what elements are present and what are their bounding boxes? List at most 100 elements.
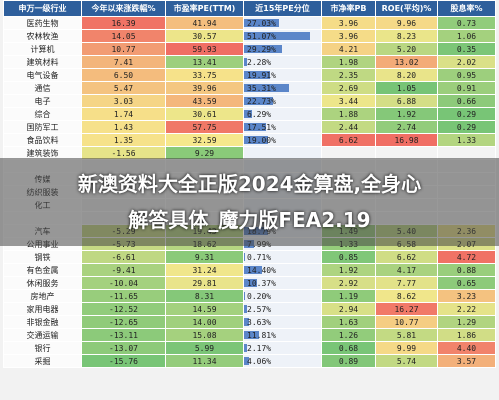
value-cell: 0.68 bbox=[321, 341, 376, 355]
value-cell: 59.93 bbox=[165, 42, 244, 56]
value-cell: 4.40 bbox=[437, 341, 496, 355]
pe-percentile-label: 22.73% bbox=[247, 96, 276, 106]
value-cell: 1.63 bbox=[321, 315, 376, 329]
value-cell: 4.21 bbox=[321, 42, 376, 56]
value-cell: 9.99 bbox=[375, 341, 438, 355]
pe-percentile-bar bbox=[244, 136, 269, 144]
pe-percentile-label: 0.20% bbox=[247, 291, 272, 301]
value-cell: 1.88 bbox=[321, 107, 376, 121]
value-cell: 2.69 bbox=[321, 81, 376, 95]
industry-name: 交通运输 bbox=[3, 328, 82, 342]
pe-percentile-cell: 29.29% bbox=[243, 42, 322, 56]
pe-percentile-cell: 19.00% bbox=[243, 133, 322, 147]
value-cell: -12.65 bbox=[81, 315, 166, 329]
pe-percentile-bar bbox=[244, 84, 290, 92]
pe-percentile-bar bbox=[244, 305, 248, 313]
value-cell: 1.92 bbox=[375, 107, 438, 121]
industry-name: 电子 bbox=[3, 94, 82, 108]
value-cell: 5.47 bbox=[81, 81, 166, 95]
value-cell: 1.26 bbox=[321, 328, 376, 342]
industry-name: 综合 bbox=[3, 107, 82, 121]
table-row: 银行 -13.07 5.99 2.17% 0.68 9.99 4.40 bbox=[3, 341, 496, 355]
industry-name: 钢铁 bbox=[3, 250, 82, 264]
table-row: 采掘 -15.76 11.34 4.06% 0.89 5.74 3.57 bbox=[3, 354, 496, 368]
pe-percentile-label: 2.17% bbox=[247, 343, 272, 353]
value-cell bbox=[375, 146, 438, 160]
pe-percentile-label: 19.00% bbox=[247, 135, 276, 145]
column-header: 股息率% bbox=[437, 0, 496, 17]
pe-percentile-bar bbox=[244, 279, 258, 287]
value-cell: 2.74 bbox=[375, 120, 438, 134]
industry-name: 食品饮料 bbox=[3, 133, 82, 147]
pe-percentile-bar bbox=[244, 45, 282, 53]
value-cell: 0.29 bbox=[437, 120, 496, 134]
table-row: 计算机 10.77 59.93 29.29% 4.21 5.20 0.35 bbox=[3, 42, 496, 56]
pe-percentile-cell: 0.71% bbox=[243, 250, 322, 264]
value-cell: 1.35 bbox=[81, 133, 166, 147]
value-cell: -11.65 bbox=[81, 289, 166, 303]
value-cell: -9.41 bbox=[81, 263, 166, 277]
pe-percentile-label: 14.40% bbox=[247, 265, 276, 275]
value-cell: 16.98 bbox=[375, 133, 438, 147]
value-cell: 30.57 bbox=[165, 29, 244, 43]
pe-percentile-label bbox=[245, 149, 248, 158]
table-row: 医药生物 16.39 41.94 27.03% 3.96 9.96 0.73 bbox=[3, 16, 496, 30]
pe-percentile-bar bbox=[244, 110, 253, 118]
pe-percentile-cell: 22.73% bbox=[243, 94, 322, 108]
value-cell: 7.41 bbox=[81, 55, 166, 69]
value-cell: 3.96 bbox=[321, 16, 376, 30]
industry-name: 计算机 bbox=[3, 42, 82, 56]
pe-percentile-bar bbox=[244, 266, 263, 274]
value-cell: 2.35 bbox=[321, 68, 376, 82]
pe-percentile-cell: 4.06% bbox=[243, 354, 322, 368]
value-cell: 1.33 bbox=[437, 133, 496, 147]
pe-percentile-label: 6.29% bbox=[247, 109, 272, 119]
value-cell: 9.96 bbox=[375, 16, 438, 30]
value-cell: 3.57 bbox=[437, 354, 496, 368]
value-cell: 0.73 bbox=[437, 16, 496, 30]
pe-percentile-label: 29.29% bbox=[247, 44, 276, 54]
pe-percentile-bar bbox=[244, 357, 250, 365]
pe-percentile-bar bbox=[244, 123, 267, 131]
value-cell: 1.92 bbox=[321, 263, 376, 277]
value-cell: 1.74 bbox=[81, 107, 166, 121]
value-cell: 14.05 bbox=[81, 29, 166, 43]
pe-percentile-bar bbox=[244, 97, 274, 105]
industry-name: 家用电器 bbox=[3, 302, 82, 316]
value-cell: 2.22 bbox=[437, 302, 496, 316]
value-cell: 0.91 bbox=[437, 81, 496, 95]
value-cell: 33.75 bbox=[165, 68, 244, 82]
value-cell: 2.92 bbox=[321, 276, 376, 290]
table-row: 电气设备 6.50 33.75 19.91% 2.35 8.20 0.95 bbox=[3, 68, 496, 82]
value-cell: 30.61 bbox=[165, 107, 244, 121]
value-cell: 8.31 bbox=[165, 289, 244, 303]
value-cell: 8.20 bbox=[375, 68, 438, 82]
value-cell: 6.62 bbox=[375, 250, 438, 264]
value-cell: 1.05 bbox=[375, 81, 438, 95]
pe-percentile-label: 11.81% bbox=[247, 330, 276, 340]
pe-percentile-cell: 2.17% bbox=[243, 341, 322, 355]
pe-percentile-cell: 35.31% bbox=[243, 81, 322, 95]
pe-percentile-cell: 14.40% bbox=[243, 263, 322, 277]
pe-percentile-cell: 17.51% bbox=[243, 120, 322, 134]
pe-percentile-cell: 0.20% bbox=[243, 289, 322, 303]
value-cell: 8.62 bbox=[375, 289, 438, 303]
industry-name: 有色金属 bbox=[3, 263, 82, 277]
value-cell: 1.29 bbox=[437, 315, 496, 329]
value-cell: 57.75 bbox=[165, 120, 244, 134]
pe-percentile-cell bbox=[243, 146, 322, 160]
industry-name: 医药生物 bbox=[3, 16, 82, 30]
pe-percentile-cell: 2.57% bbox=[243, 302, 322, 316]
pe-percentile-cell: 6.29% bbox=[243, 107, 322, 121]
pe-percentile-cell: 27.03% bbox=[243, 16, 322, 30]
banner-line-1: 新澳资料大全正版2024金算盘,全身心 bbox=[77, 172, 422, 196]
value-cell: 5.74 bbox=[375, 354, 438, 368]
table-row: 有色金属 -9.41 31.24 14.40% 1.92 4.17 0.88 bbox=[3, 263, 496, 277]
value-cell: -10.04 bbox=[81, 276, 166, 290]
industry-name: 房地产 bbox=[3, 289, 82, 303]
value-cell: 3.96 bbox=[321, 29, 376, 43]
value-cell: 0.85 bbox=[321, 250, 376, 264]
value-cell: 3.03 bbox=[81, 94, 166, 108]
pe-percentile-cell: 51.07% bbox=[243, 29, 322, 43]
value-cell: 43.59 bbox=[165, 94, 244, 108]
